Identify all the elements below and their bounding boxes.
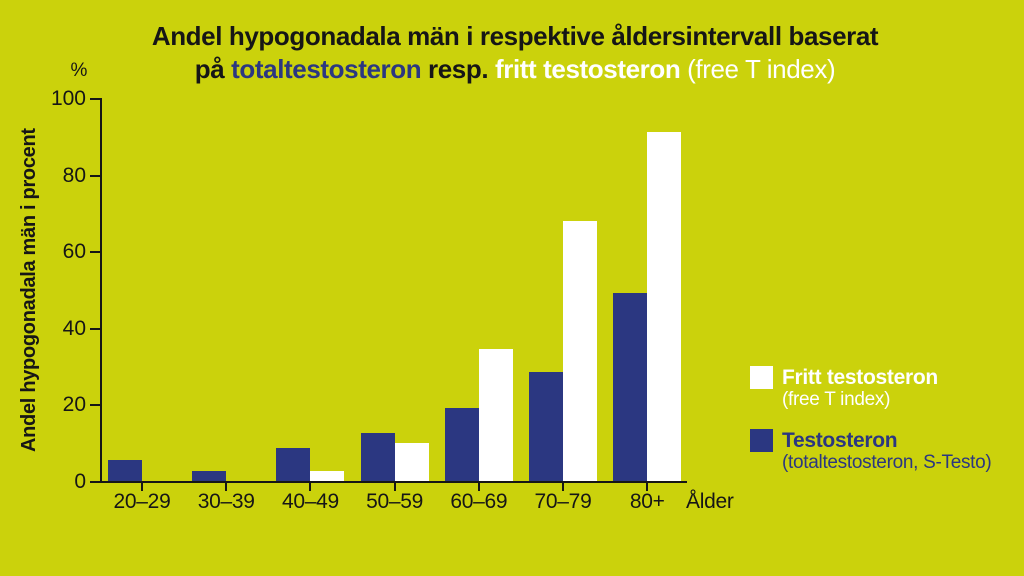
title-part-fritt-testosteron: fritt testosteron [495,54,681,84]
title-part-resp: resp. [421,54,495,84]
bar-testosteron-50–59 [360,433,395,481]
bar-testosteron-70–79 [529,372,563,481]
legend-label-fritt-testosteron: Fritt testosteron [782,366,938,389]
x-tick-60–69 [477,483,480,491]
chart-title-line2: på totaltestosteron resp. fritt testoste… [0,53,1024,86]
y-tick-label-0: 0 [74,470,86,493]
bar-fritt-testosteron-80+ [647,132,682,481]
title-part-totaltestosteron: totaltestosteron [231,54,422,84]
bar-fritt-testosteron-40–49 [310,471,345,481]
bar-fritt-testosteron-70–79 [563,221,597,481]
x-tick-80+ [646,483,649,491]
y-tick-label-40: 40 [62,317,86,340]
bar-testosteron-80+ [613,293,648,481]
legend-swatch-testosteron [750,429,773,452]
x-tick-label-60–69: 60–69 [450,490,508,513]
y-tick-40 [90,328,100,330]
title-part-free-t-index: (free T index) [680,54,836,84]
x-tick-50–59 [393,483,396,491]
legend-text-fritt-testosteron: Fritt testosteron (free T index) [782,366,938,411]
x-tick-label-30–39: 30–39 [197,490,255,513]
bar-testosteron-40–49 [276,448,311,481]
y-tick-0 [90,481,100,483]
bar-testosteron-60–69 [444,408,479,481]
y-tick-label-100: 100 [50,87,86,110]
y-tick-20 [90,404,100,406]
x-axis-line [100,481,687,483]
y-tick-label-80: 80 [62,164,86,187]
bar-testosteron-20–29 [108,460,142,481]
y-axis-line [100,98,102,483]
chart-title-line1: Andel hypogonadala män i respektive ålde… [151,21,879,51]
x-tick-label-50–59: 50–59 [366,490,424,513]
bar-fritt-testosteron-60–69 [478,349,513,481]
y-tick-80 [90,175,100,177]
legend-entry-fritt-testosteron: Fritt testosteron (free T index) [750,366,938,411]
legend-sublabel-totaltestosteron: (totaltestosteron, S-Testo) [782,452,992,473]
x-tick-label-70–79: 70–79 [534,490,592,513]
y-tick-label-60: 60 [62,240,86,263]
y-axis-unit-label: % [70,60,88,81]
x-tick-label-20–29: 20–29 [113,490,171,513]
legend-label-testosteron: Testosteron [782,429,898,452]
x-tick-label-40–49: 40–49 [281,490,339,513]
bar-testosteron-30–39 [192,471,227,481]
y-tick-label-20: 20 [62,393,86,416]
x-tick-20–29 [141,483,143,491]
y-tick-60 [90,251,100,253]
legend-sublabel-free-t-index: (free T index) [782,389,891,410]
legend-swatch-fritt-testosteron [750,366,773,389]
title-part-pa: på [194,54,232,84]
chart-title: Andel hypogonadala män i respektive ålde… [0,20,1024,86]
y-tick-100 [90,98,100,100]
x-axis-title: Ålder [686,490,734,513]
bar-fritt-testosteron-50–59 [394,443,429,481]
x-tick-70–79 [562,483,564,491]
legend-entry-testosteron: Testosteron (totaltestosteron, S-Testo) [750,429,992,474]
legend-text-testosteron: Testosteron (totaltestosteron, S-Testo) [782,429,992,474]
x-tick-30–39 [225,483,228,491]
x-tick-label-80+: 80+ [629,490,665,513]
x-tick-40–49 [309,483,312,491]
